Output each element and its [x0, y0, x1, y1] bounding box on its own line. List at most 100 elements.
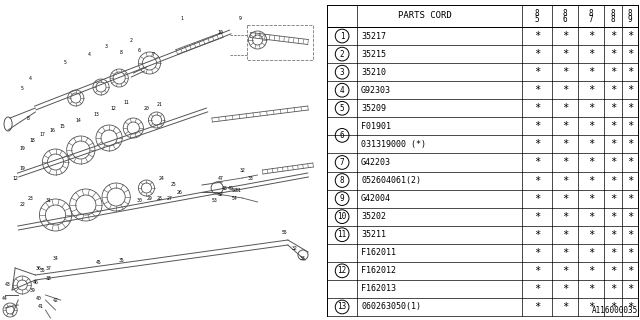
Text: 24: 24	[159, 175, 164, 180]
Text: 32: 32	[239, 167, 245, 172]
Text: 40: 40	[35, 295, 41, 300]
Text: *: *	[562, 266, 568, 276]
Text: 32: 32	[292, 245, 298, 251]
Text: *: *	[610, 31, 616, 41]
Text: 50: 50	[232, 188, 237, 193]
Text: 8: 8	[628, 9, 632, 18]
Text: 11: 11	[337, 230, 347, 239]
Text: *: *	[534, 248, 540, 258]
Text: *: *	[610, 176, 616, 186]
Text: *: *	[534, 31, 540, 41]
Text: *: *	[627, 157, 633, 167]
Text: 33: 33	[300, 255, 306, 260]
Text: 48: 48	[221, 186, 227, 190]
Text: G92303: G92303	[361, 86, 391, 95]
Text: 1: 1	[340, 32, 344, 41]
Text: *: *	[627, 31, 633, 41]
Text: *: *	[534, 194, 540, 204]
Text: 3: 3	[340, 68, 344, 77]
Text: 8: 8	[535, 9, 540, 18]
Text: *: *	[534, 49, 540, 59]
Text: 4: 4	[29, 76, 32, 81]
Text: *: *	[627, 67, 633, 77]
Text: 35211: 35211	[361, 230, 386, 239]
Text: 8: 8	[27, 116, 29, 121]
Text: 43: 43	[5, 283, 11, 287]
Text: *: *	[610, 85, 616, 95]
Text: 35: 35	[118, 258, 124, 262]
Text: 16: 16	[50, 127, 56, 132]
Text: 15: 15	[60, 124, 65, 130]
Text: *: *	[610, 248, 616, 258]
Text: 6: 6	[340, 131, 344, 140]
Text: *: *	[627, 49, 633, 59]
Text: 4: 4	[340, 86, 344, 95]
Text: 12: 12	[110, 106, 116, 110]
Text: *: *	[627, 121, 633, 131]
Text: 060263050(1): 060263050(1)	[361, 302, 421, 311]
Text: *: *	[534, 230, 540, 240]
Text: 35: 35	[40, 268, 45, 273]
Text: 2: 2	[340, 50, 344, 59]
Text: *: *	[610, 49, 616, 59]
Text: F162012: F162012	[361, 266, 396, 275]
Text: 34: 34	[52, 255, 58, 260]
Text: 3: 3	[104, 44, 108, 50]
Text: *: *	[627, 230, 633, 240]
Text: 12: 12	[337, 266, 347, 275]
Text: *: *	[610, 212, 616, 222]
Text: *: *	[562, 230, 568, 240]
Text: *: *	[610, 103, 616, 113]
Text: *: *	[534, 103, 540, 113]
Text: *: *	[534, 284, 540, 294]
Text: 35209: 35209	[361, 104, 386, 113]
Text: *: *	[534, 157, 540, 167]
Text: 6: 6	[563, 15, 567, 25]
Text: *: *	[562, 248, 568, 258]
Text: *: *	[627, 140, 633, 149]
Text: *: *	[588, 212, 594, 222]
Text: 10: 10	[337, 212, 347, 221]
Text: *: *	[534, 176, 540, 186]
Text: *: *	[627, 266, 633, 276]
Text: 39: 39	[29, 287, 35, 292]
Text: 47: 47	[218, 175, 223, 180]
Text: *: *	[562, 157, 568, 167]
Text: 052604061(2): 052604061(2)	[361, 176, 421, 185]
Text: *: *	[534, 85, 540, 95]
Text: *: *	[534, 121, 540, 131]
Text: 13: 13	[337, 302, 347, 311]
Text: F01901: F01901	[361, 122, 391, 131]
Text: 19: 19	[19, 146, 25, 150]
Text: *: *	[610, 121, 616, 131]
Text: *: *	[610, 67, 616, 77]
Text: *: *	[588, 284, 594, 294]
Text: 5: 5	[340, 104, 344, 113]
Text: *: *	[627, 194, 633, 204]
Text: *: *	[610, 266, 616, 276]
Text: 8: 8	[340, 176, 344, 185]
Text: 031319000 (*): 031319000 (*)	[361, 140, 426, 149]
Text: 38: 38	[45, 276, 51, 281]
Text: 12: 12	[12, 175, 18, 180]
Text: 23: 23	[28, 196, 33, 201]
Text: *: *	[562, 85, 568, 95]
Text: 2: 2	[130, 37, 132, 43]
Text: 25: 25	[171, 182, 177, 188]
Text: 22: 22	[19, 203, 25, 207]
Text: *: *	[627, 302, 633, 312]
Text: 52: 52	[218, 193, 223, 197]
Text: 46: 46	[33, 279, 38, 284]
Text: *: *	[627, 248, 633, 258]
Text: 5: 5	[20, 85, 24, 91]
Text: 7: 7	[340, 158, 344, 167]
Text: *: *	[562, 49, 568, 59]
Text: *: *	[588, 121, 594, 131]
Text: A116000035: A116000035	[592, 306, 638, 315]
Text: *: *	[627, 284, 633, 294]
Text: *: *	[610, 302, 616, 312]
Text: *: *	[610, 194, 616, 204]
Text: 53: 53	[211, 197, 217, 203]
Text: 41: 41	[38, 303, 44, 308]
Text: *: *	[562, 194, 568, 204]
